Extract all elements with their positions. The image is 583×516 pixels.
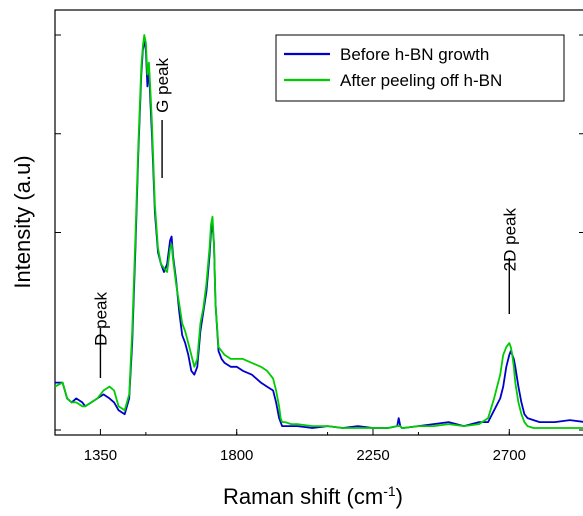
legend-box — [275, 34, 565, 102]
annotation-label: 2D peak — [500, 208, 519, 272]
annotation-label: G peak — [153, 58, 172, 113]
ticks-layer: 1350 1800 2250 2700 — [55, 34, 583, 464]
legend-label-after: After peeling off h-BN — [340, 71, 502, 90]
x-tick-label: 1350 — [84, 447, 117, 464]
annotation-label: D peak — [91, 292, 110, 346]
annotations-layer: D peak G peak 2D peak — [91, 58, 519, 378]
series-layer — [54, 34, 583, 429]
legend: Before h-BN growth After peeling off h-B… — [275, 34, 565, 102]
series-line-1 — [54, 34, 583, 429]
x-tick-label: 1800 — [220, 447, 253, 464]
plot-frame — [54, 9, 583, 436]
legend-label-before: Before h-BN growth — [340, 45, 489, 64]
x-tick-label: 2700 — [493, 447, 526, 464]
y-axis-title: Intensity (a.u) — [10, 155, 35, 288]
x-axis-title: Raman shift (cm-1) — [223, 483, 403, 509]
x-tick-label: 2250 — [356, 447, 389, 464]
